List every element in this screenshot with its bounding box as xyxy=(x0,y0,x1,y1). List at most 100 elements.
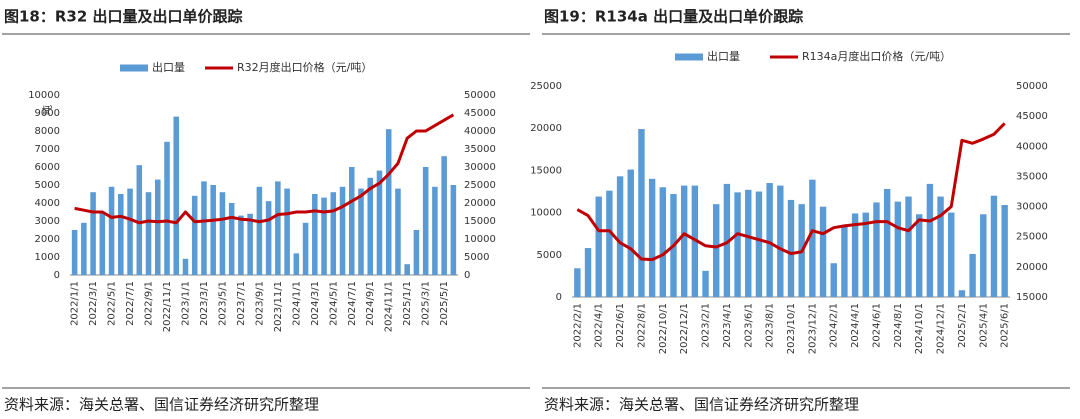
y2-tick-label: 50000 xyxy=(464,90,496,101)
bar xyxy=(915,214,923,297)
bar xyxy=(210,185,216,275)
bar xyxy=(638,129,645,297)
y2-tick-label: 45000 xyxy=(1016,111,1048,122)
bar xyxy=(339,186,346,275)
y2-tick-label: 15000 xyxy=(1016,292,1048,303)
x-tick-label: 2024/2/1 xyxy=(829,303,840,348)
x-tick-label: 2024/11/1 xyxy=(384,281,395,332)
bar xyxy=(108,186,115,275)
bar xyxy=(376,170,383,275)
y-tick-label: 0 xyxy=(54,270,60,281)
bar xyxy=(819,206,827,297)
y-tick-label: 7000 xyxy=(35,144,60,155)
x-tick-label: 2023/7/1 xyxy=(236,281,247,326)
price-line xyxy=(74,113,455,225)
y2-tick-label: 40000 xyxy=(464,126,496,137)
bar xyxy=(432,186,438,275)
bar xyxy=(1001,205,1008,297)
y2-tick-label: 30000 xyxy=(464,162,496,173)
bar xyxy=(154,179,161,275)
bar xyxy=(680,185,688,297)
x-tick-label: 2023/3/1 xyxy=(199,281,210,326)
x-tick-label: 2025/1/1 xyxy=(402,281,413,326)
x-tick-label: 2022/4/1 xyxy=(594,303,605,348)
x-tick-label: 2024/4/1 xyxy=(850,303,861,348)
x-tick-label: 2022/2/1 xyxy=(572,303,583,348)
bar xyxy=(284,188,290,275)
y2-tick-label: 25000 xyxy=(1016,232,1048,243)
x-tick-label: 2023/8/1 xyxy=(765,303,776,348)
legend-label: R134a月度出口价格（元/吨） xyxy=(802,49,951,63)
y-tick-label: 3000 xyxy=(35,216,60,227)
y2-tick-label: 0 xyxy=(464,270,470,281)
bar xyxy=(422,167,429,275)
y-tick-label: 20000 xyxy=(530,123,562,134)
bar xyxy=(659,187,667,297)
bar xyxy=(990,195,998,297)
bar xyxy=(894,201,902,297)
y2-tick-label: 20000 xyxy=(1016,262,1048,273)
bar xyxy=(873,202,880,297)
x-tick-label: 2023/9/1 xyxy=(254,281,265,326)
y-tick-label: 10000 xyxy=(530,208,562,219)
x-tick-label: 2022/8/1 xyxy=(636,303,647,348)
x-tick-label: 2023/5/1 xyxy=(217,281,228,326)
bar xyxy=(745,189,752,297)
source: 资料来源：海关总署、国信证券经济研究所整理 xyxy=(4,396,319,414)
bar xyxy=(247,213,253,275)
y2-tick-label: 5000 xyxy=(464,252,489,263)
x-tick-label: 2023/11/1 xyxy=(273,281,284,332)
chart-title: 图18：R32 出口量及出口单价跟踪 xyxy=(4,8,243,26)
y-tick-label: 25000 xyxy=(530,81,562,92)
bar xyxy=(948,212,955,297)
bar xyxy=(841,226,848,297)
bar xyxy=(905,196,912,297)
bar xyxy=(723,183,731,297)
bar xyxy=(980,214,987,297)
bar xyxy=(136,165,143,275)
bar xyxy=(312,194,318,275)
y-tick-label: 4000 xyxy=(35,198,60,209)
x-tick-label: 2022/1/1 xyxy=(70,281,81,326)
x-tick-label: 2023/10/1 xyxy=(786,303,797,354)
y-tick-label: 5000 xyxy=(35,180,60,191)
legend-swatch xyxy=(675,53,703,61)
bar xyxy=(265,201,272,275)
y2-tick-label: 45000 xyxy=(464,108,496,119)
bar xyxy=(851,213,859,297)
x-tick-label: 2023/1/1 xyxy=(180,281,191,326)
legend-label: R32月度出口价格（元/吨） xyxy=(237,60,372,74)
bar xyxy=(595,196,602,297)
bar xyxy=(713,204,720,297)
y-tick-label: 8000 xyxy=(35,126,60,137)
bar xyxy=(883,188,891,297)
bar xyxy=(321,197,327,275)
bar xyxy=(293,253,300,275)
x-tick-label: 2022/5/1 xyxy=(107,281,118,326)
x-tick-label: 2024/6/1 xyxy=(871,303,882,348)
bar xyxy=(348,167,355,275)
bar xyxy=(395,188,401,275)
x-tick-label: 2024/9/1 xyxy=(365,281,376,326)
y2-tick-label: 35000 xyxy=(1016,171,1048,182)
x-tick-label: 2024/3/1 xyxy=(310,281,321,326)
x-tick-label: 2023/6/1 xyxy=(743,303,754,348)
bar xyxy=(302,222,309,275)
bar xyxy=(367,177,374,275)
bar xyxy=(862,212,869,297)
y2-tick-label: 40000 xyxy=(1016,141,1048,152)
bar xyxy=(81,222,87,275)
x-tick-label: 2022/3/1 xyxy=(88,281,99,326)
bar xyxy=(201,181,207,275)
bar xyxy=(969,253,976,297)
x-tick-label: 2025/6/1 xyxy=(1000,303,1011,348)
x-tick-label: 2024/10/1 xyxy=(914,303,925,354)
bar xyxy=(606,190,613,297)
bar xyxy=(937,196,944,297)
bar xyxy=(734,192,741,297)
y-tick-label: 1000 xyxy=(35,252,60,263)
x-tick-label: 2023/2/1 xyxy=(701,303,712,348)
bar xyxy=(164,141,170,275)
x-tick-label: 2022/11/1 xyxy=(162,281,173,332)
